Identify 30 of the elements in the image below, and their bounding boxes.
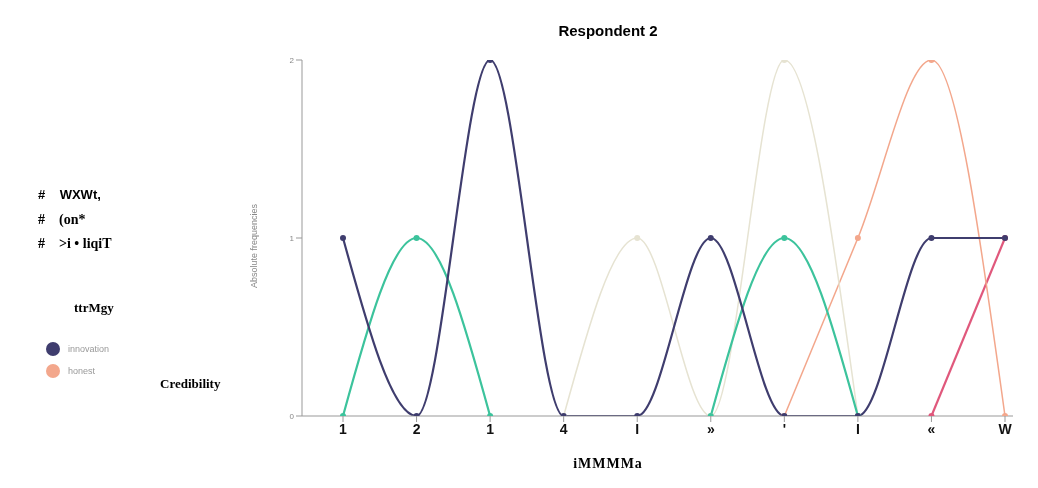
- point: [854, 235, 861, 241]
- text: # WXWt,: [38, 187, 101, 202]
- point: [634, 235, 641, 241]
- point: [413, 235, 420, 241]
- point: [928, 235, 935, 241]
- chart-title: Respondent 2: [557, 22, 659, 39]
- y-axis-title: Absolute frequencies: [249, 203, 259, 289]
- text: # >i • liqiT: [38, 236, 112, 252]
- legend-label: honest: [67, 365, 97, 378]
- x-tick-label: 1: [486, 420, 495, 437]
- y-tick-label: 0: [289, 411, 295, 421]
- point: [340, 235, 346, 241]
- y-tick-label: 2: [289, 55, 295, 65]
- x-tick-label: «: [927, 420, 936, 437]
- x-tick-label: 4: [559, 420, 568, 437]
- x-tick-label: W: [998, 420, 1013, 437]
- y-tick-label: 1: [289, 233, 295, 243]
- x-axis-title: iMMMMa: [572, 456, 644, 472]
- x-tick-label: »: [706, 420, 715, 437]
- x-tick-label: 1: [339, 420, 348, 437]
- text: # (on*: [38, 212, 86, 228]
- text: ttrMgy: [74, 300, 114, 316]
- x-tick-label: ': [782, 420, 787, 437]
- point: [707, 235, 714, 241]
- x-tick-label: 2: [412, 420, 421, 437]
- point: [781, 235, 788, 241]
- text: Credibility: [160, 376, 221, 392]
- legend-label: innovation: [67, 343, 110, 356]
- x-tick-label: I: [855, 420, 860, 437]
- x-tick-label: I: [635, 420, 640, 437]
